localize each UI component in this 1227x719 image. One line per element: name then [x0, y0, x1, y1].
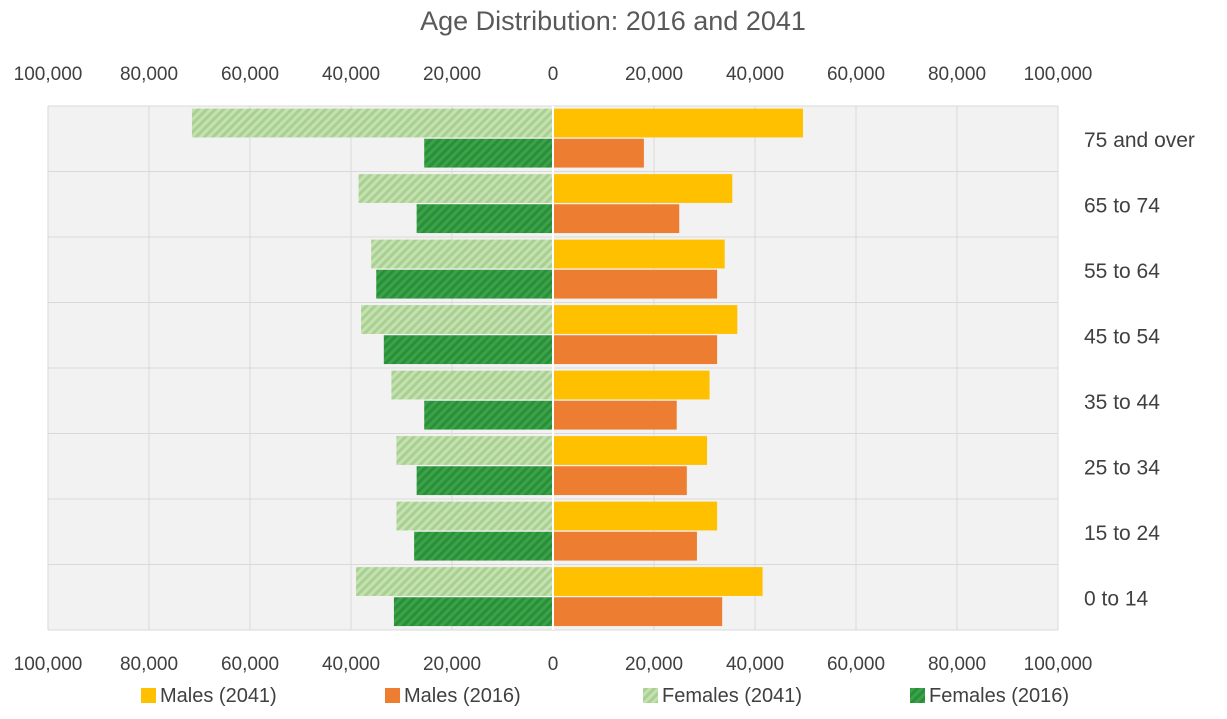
bar-females-2016-65-to-74 — [416, 204, 553, 234]
x-axis-top: 100,000 80,000 60,000 40,000 20,000 0 20,000 40… — [14, 64, 1093, 85]
category-label-15-to-24: 15 to 24 — [1084, 522, 1160, 545]
legend-label-males-2016: Males (2016) — [404, 685, 521, 707]
bar-females-2041-55-to-64 — [371, 239, 553, 269]
legend-swatch-females-2016 — [910, 688, 925, 703]
category-label-55-to-64: 55 to 64 — [1084, 260, 1160, 283]
category-label-45-to-54: 45 to 54 — [1084, 325, 1160, 348]
bar-males-2016-15-to-24 — [553, 531, 697, 561]
bar-females-2041-75-and-over — [191, 108, 554, 138]
bar-males-2016-0-to-14 — [553, 597, 723, 627]
bar-males-2041-55-to-64 — [553, 239, 725, 269]
x-tick-label-top-10: 100,000 — [1024, 64, 1093, 85]
bar-males-2016-35-to-44 — [553, 400, 677, 430]
x-tick-label-bottom-5: 0 — [548, 654, 559, 675]
legend-swatch-females-2041 — [643, 688, 658, 703]
bar-males-2016-55-to-64 — [553, 269, 718, 299]
x-tick-label-bottom-9: 80,000 — [928, 654, 986, 675]
legend-swatch-males-2016 — [385, 688, 400, 703]
x-tick-label-bottom-7: 40,000 — [726, 654, 784, 675]
x-tick-label-bottom-6: 20,000 — [625, 654, 683, 675]
bar-males-2041-45-to-54 — [553, 305, 738, 334]
category-labels: 0 to 14 15 to 24 25 to 34 35 to 44 45 to 54 5… — [1084, 129, 1195, 611]
chart-title: Age Distribution: 2016 and 2041 — [420, 6, 806, 36]
bar-females-2041-35-to-44 — [391, 370, 553, 400]
bar-males-2016-65-to-74 — [553, 204, 680, 234]
bar-females-2016-35-to-44 — [424, 400, 553, 430]
legend-label-females-2041: Females (2041) — [662, 685, 802, 707]
bar-females-2041-65-to-74 — [358, 174, 553, 203]
bar-females-2016-25-to-34 — [416, 466, 553, 496]
x-tick-label-bottom-0: 100,000 — [14, 654, 83, 675]
bar-females-2041-0-to-14 — [356, 567, 553, 596]
bar-females-2016-55-to-64 — [376, 269, 553, 299]
category-label-0-to-14: 0 to 14 — [1084, 587, 1149, 610]
x-axis-bottom: 100,000 80,000 60,000 40,000 20,000 0 20,000 40… — [14, 654, 1093, 675]
x-tick-label-bottom-1: 80,000 — [120, 654, 178, 675]
bar-females-2041-15-to-24 — [396, 501, 553, 531]
x-tick-label-bottom-4: 20,000 — [423, 654, 481, 675]
bar-females-2041-25-to-34 — [396, 436, 553, 465]
x-tick-label-top-8: 60,000 — [827, 64, 885, 85]
x-tick-label-bottom-10: 100,000 — [1024, 654, 1093, 675]
legend-label-males-2041: Males (2041) — [160, 685, 277, 707]
bar-males-2016-45-to-54 — [553, 335, 718, 365]
category-label-65-to-74: 65 to 74 — [1084, 194, 1160, 217]
bar-males-2041-75-and-over — [553, 108, 803, 138]
x-tick-label-bottom-2: 60,000 — [221, 654, 279, 675]
x-tick-label-bottom-8: 60,000 — [827, 654, 885, 675]
legend: Males (2041) Males (2016) Females (2041) Fe… — [141, 685, 1069, 707]
bar-males-2016-25-to-34 — [553, 466, 687, 496]
bar-females-2016-75-and-over — [424, 138, 553, 168]
x-tick-label-top-9: 80,000 — [928, 64, 986, 85]
bar-males-2041-15-to-24 — [553, 501, 718, 531]
x-tick-label-top-6: 20,000 — [625, 64, 683, 85]
x-tick-label-top-3: 40,000 — [322, 64, 380, 85]
bar-females-2016-15-to-24 — [414, 531, 553, 561]
bar-females-2041-45-to-54 — [361, 305, 553, 334]
bars — [191, 106, 803, 630]
bar-females-2016-0-to-14 — [393, 597, 553, 627]
category-label-35-to-44: 35 to 44 — [1084, 391, 1160, 414]
x-tick-label-bottom-3: 40,000 — [322, 654, 380, 675]
x-tick-label-top-0: 100,000 — [14, 64, 83, 85]
bar-males-2016-75-and-over — [553, 138, 644, 168]
bar-males-2041-0-to-14 — [553, 567, 763, 596]
legend-label-females-2016: Females (2016) — [929, 685, 1069, 707]
bar-females-2016-45-to-54 — [383, 335, 553, 365]
bar-males-2041-25-to-34 — [553, 436, 708, 465]
x-tick-label-top-5: 0 — [548, 64, 559, 85]
category-label-75-and-over: 75 and over — [1084, 129, 1195, 152]
legend-swatch-males-2041 — [141, 688, 156, 703]
category-label-25-to-34: 25 to 34 — [1084, 456, 1160, 479]
x-tick-label-top-2: 60,000 — [221, 64, 279, 85]
bar-males-2041-35-to-44 — [553, 370, 710, 400]
x-tick-label-top-1: 80,000 — [120, 64, 178, 85]
x-tick-label-top-4: 20,000 — [423, 64, 481, 85]
x-tick-label-top-7: 40,000 — [726, 64, 784, 85]
bar-males-2041-65-to-74 — [553, 174, 733, 203]
